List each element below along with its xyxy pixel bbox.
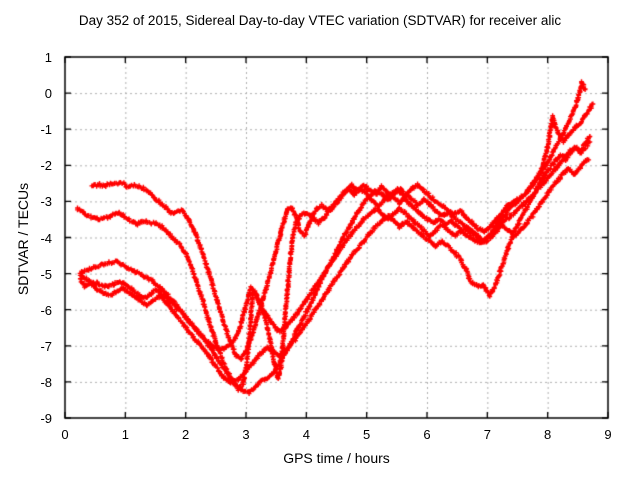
y-tick-label-3: -2 <box>40 158 52 174</box>
x-tick-label-0: 0 <box>61 427 69 442</box>
x-tick-label-4: 4 <box>302 427 310 442</box>
y-tick-label-8: -7 <box>40 338 52 354</box>
x-tick-label-8: 8 <box>544 427 552 442</box>
y-tick-label-7: -6 <box>40 302 52 318</box>
y-tick-label-6: -5 <box>40 266 52 282</box>
x-tick-label-6: 6 <box>423 427 431 442</box>
x-tick-label-5: 5 <box>363 427 371 442</box>
chart-title: Day 352 of 2015, Sidereal Day-to-day VTE… <box>78 13 562 28</box>
x-tick-label-3: 3 <box>242 427 250 442</box>
x-tick-label-7: 7 <box>483 427 491 442</box>
y-tick-label-0: 1 <box>44 50 52 65</box>
x-tick-label-9: 9 <box>604 427 612 442</box>
y-tick-label-10: -9 <box>40 411 52 426</box>
y-tick-label-9: -8 <box>40 374 52 390</box>
y-tick-label-5: -4 <box>40 230 52 246</box>
x-tick-label-1: 1 <box>121 427 129 442</box>
y-tick-label-4: -3 <box>40 194 52 210</box>
x-tick-label-2: 2 <box>182 427 190 442</box>
y-tick-label-1: 0 <box>44 86 52 102</box>
x-axis-label: GPS time / hours <box>283 450 390 466</box>
y-tick-label-2: -1 <box>40 122 52 138</box>
